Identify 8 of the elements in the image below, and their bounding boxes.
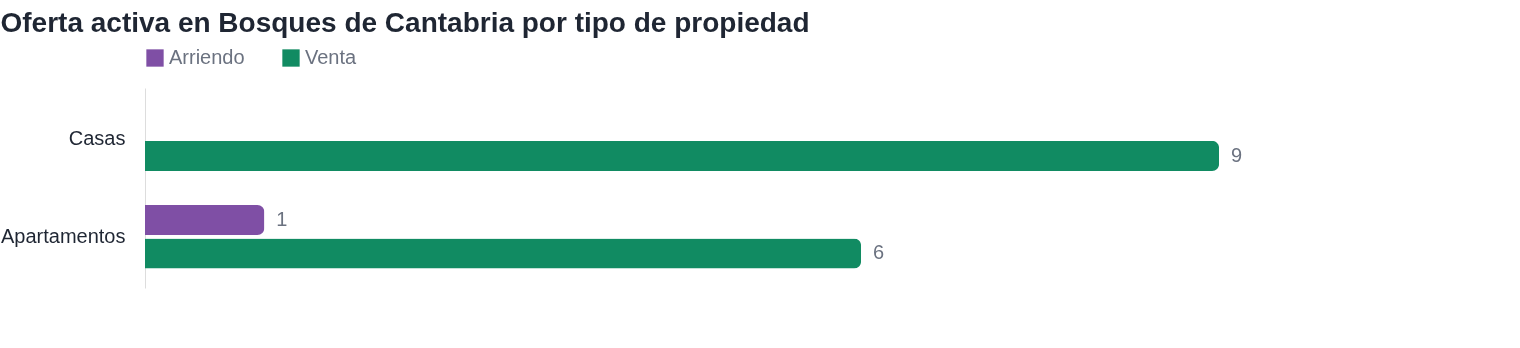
data-label: 9: [1231, 143, 1243, 166]
data-label: 1: [276, 208, 288, 231]
chart-title: Oferta activa en Bosques de Cantabria por tipo de propiedad: [0, 7, 810, 38]
data-label: 6: [873, 241, 885, 264]
y-tick-label: Casas: [68, 127, 126, 150]
y-tick-label: Apartamentos: [0, 224, 126, 247]
legend-label: Venta: [305, 46, 358, 68]
legend-label: Arriendo: [169, 46, 245, 68]
